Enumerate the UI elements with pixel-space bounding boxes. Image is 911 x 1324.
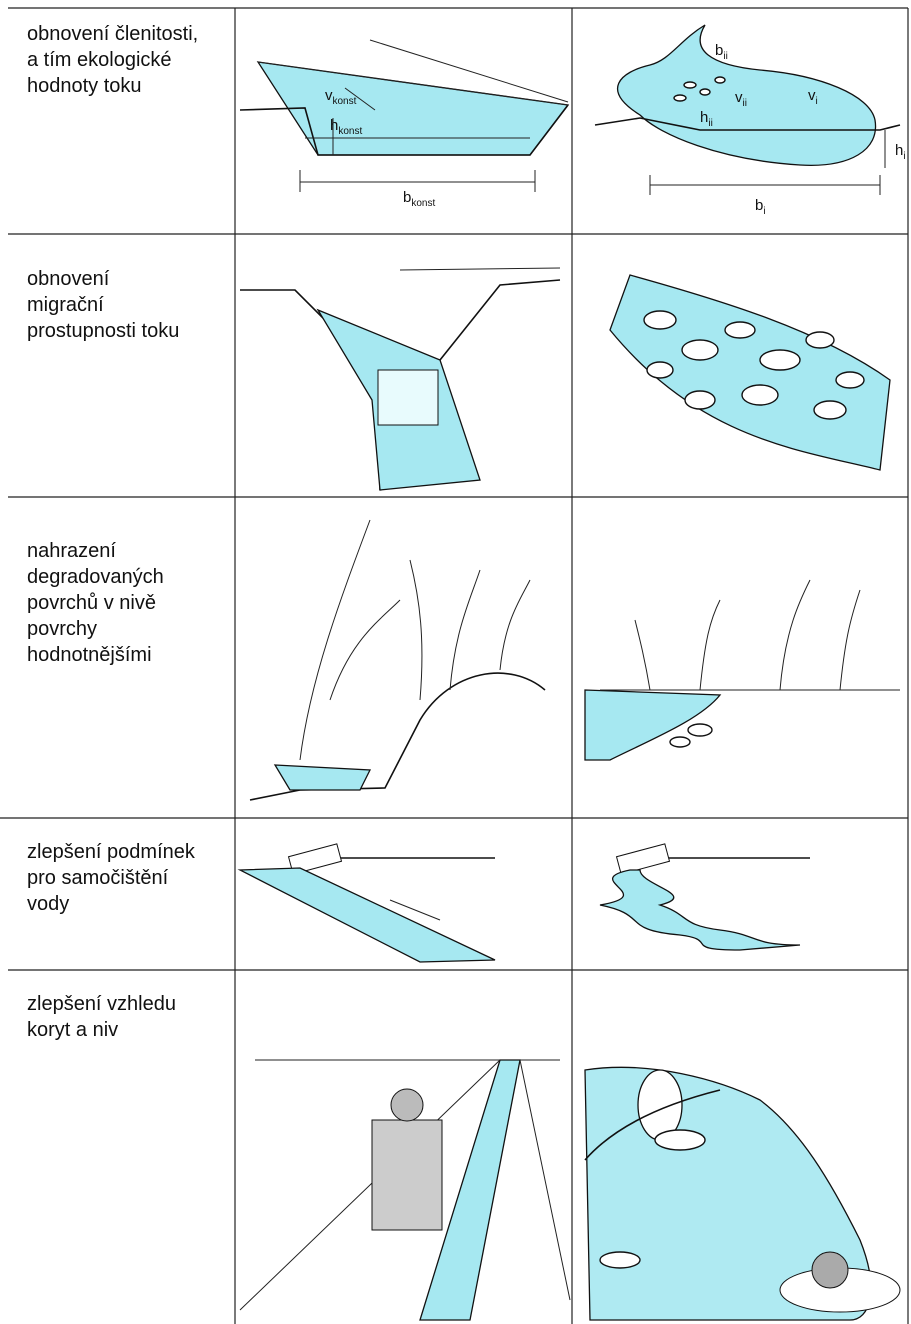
meandering-stream-drawing	[599, 843, 810, 951]
vegetation-drawing-2	[584, 579, 900, 761]
row-label: migrační	[27, 294, 104, 316]
label-b-konst: bkonst	[403, 189, 435, 209]
row-label: vody	[27, 893, 69, 915]
label-v-i: vi	[808, 87, 818, 107]
row-label: zlepšení podmínek	[27, 841, 196, 863]
straight-stream-drawing	[237, 843, 496, 963]
label-h-ii: hii	[700, 109, 713, 129]
channel-natural	[594, 24, 901, 195]
label-b-ii: bii	[715, 42, 728, 62]
row-label: degradovaných	[27, 566, 164, 588]
row-label: pro samočištění	[27, 867, 169, 889]
label-h-konst: hkonst	[330, 117, 362, 137]
row-label: povrchů v nivě	[27, 592, 156, 614]
row-label: hodnotnějšími	[27, 644, 152, 666]
row-label: nahrazení	[27, 540, 116, 562]
row-label: povrchy	[27, 618, 97, 640]
table-grid	[0, 7, 909, 1324]
label-v-konst: vkonst	[325, 87, 357, 107]
vegetation-drawing-1	[249, 519, 546, 801]
natural-pond-drawing	[584, 1066, 901, 1321]
row-label: obnovení	[27, 268, 110, 290]
row-label: a tím ekologické	[27, 49, 172, 71]
row-label: zlepšení vzhledu	[27, 993, 176, 1015]
regulated-channel-drawing	[239, 1059, 571, 1321]
weir-drawing	[240, 267, 561, 491]
label-v-ii: vii	[735, 89, 747, 109]
rocky-ramp-drawing	[609, 274, 891, 471]
row-label: obnovení členitosti,	[27, 23, 198, 45]
label-b-i: bi	[755, 197, 766, 217]
label-h-i: hi	[895, 142, 906, 162]
row-label: koryt a niv	[27, 1019, 118, 1041]
row-label: hodnoty toku	[27, 75, 142, 97]
row-label: prostupnosti toku	[27, 320, 179, 342]
channel-regulated	[239, 39, 570, 192]
